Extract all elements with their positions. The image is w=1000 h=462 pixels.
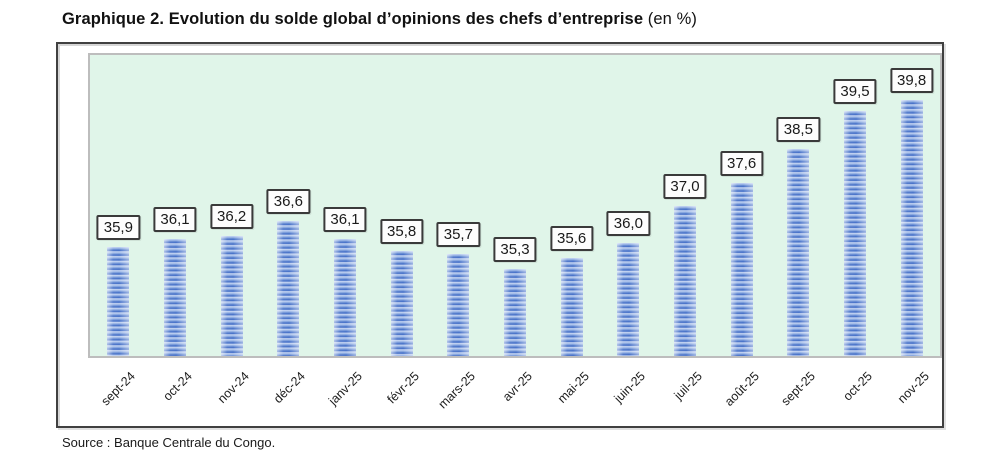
bar-slot: 36,1 xyxy=(147,55,203,356)
bar-slot: 36,0 xyxy=(600,55,656,356)
bar-slot: 36,1 xyxy=(317,55,373,356)
bar-slot: 37,0 xyxy=(657,55,713,356)
bar-oct-25 xyxy=(844,111,866,356)
bar-févr-25 xyxy=(390,250,413,356)
bar-oct-24 xyxy=(164,239,186,356)
x-axis-label: juin-25 xyxy=(611,369,649,406)
bar-nov-24 xyxy=(220,235,243,356)
chart-title: Graphique 2. Evolution du solde global d… xyxy=(62,10,697,29)
x-axis-label: janv-25 xyxy=(326,369,365,408)
bar-slot: 37,6 xyxy=(714,55,770,356)
bar-slot: 38,5 xyxy=(770,55,826,356)
x-axis-label: mai-25 xyxy=(554,369,592,406)
bar-slot: 35,7 xyxy=(430,55,486,356)
x-axis-label: févr-25 xyxy=(384,369,422,407)
bar-mai-25 xyxy=(560,258,583,356)
bar-slot: 39,8 xyxy=(884,55,940,356)
bar-value-label: 35,9 xyxy=(96,214,140,240)
x-axis-label: avr-25 xyxy=(499,369,535,404)
bar-mars-25 xyxy=(447,254,470,356)
bar-avr-25 xyxy=(504,269,526,356)
bar-juin-25 xyxy=(617,243,640,356)
bar-value-label: 35,7 xyxy=(436,222,480,248)
bar-déc-24 xyxy=(277,220,300,356)
x-axis-label: déc-24 xyxy=(271,369,309,406)
bar-value-label: 35,6 xyxy=(550,226,594,252)
x-axis-label: oct-24 xyxy=(160,369,195,404)
bar-sept-25 xyxy=(787,149,810,356)
x-axis-label: nov-25 xyxy=(894,369,932,406)
bar-slot: 35,6 xyxy=(544,55,600,356)
bar-sept-24 xyxy=(107,246,130,356)
plot-area: 35,9 36,1 36,2 36,6 36,1 35,8 35,7 35,3 35,6 36,0… xyxy=(88,53,942,358)
bar-slot: 35,9 xyxy=(90,55,146,356)
bar-slot: 35,8 xyxy=(374,55,430,356)
bar-juil-25 xyxy=(674,205,696,356)
x-axis-label: juil-25 xyxy=(671,369,705,403)
x-axis-label: sept-25 xyxy=(778,369,819,409)
bar-slot: 36,2 xyxy=(204,55,260,356)
bar-value-label: 37,0 xyxy=(663,173,707,199)
bar-slot: 36,6 xyxy=(260,55,316,356)
x-axis-label: nov-24 xyxy=(214,369,252,406)
bar-value-label: 36,1 xyxy=(153,207,197,233)
chart-title-suffix: (en %) xyxy=(643,10,697,28)
bar-value-label: 39,8 xyxy=(890,68,934,94)
bar-value-label: 36,1 xyxy=(323,207,367,233)
x-axis-label: mars-25 xyxy=(435,369,479,412)
bar-value-label: 35,3 xyxy=(493,237,537,263)
bar-value-label: 35,8 xyxy=(380,218,424,244)
x-axis: sept-24 oct-24 nov-24 déc-24 janv-25 févr-25 m… xyxy=(90,360,940,424)
bar-slot: 35,3 xyxy=(487,55,543,356)
chart-frame: 35,9 36,1 36,2 36,6 36,1 35,8 35,7 35,3 35,6 36,0… xyxy=(56,42,944,428)
x-axis-label: août-25 xyxy=(721,369,762,409)
x-axis-label: sept-24 xyxy=(98,369,139,409)
bar-value-label: 38,5 xyxy=(776,117,820,143)
x-axis-label: oct-25 xyxy=(840,369,875,404)
bar-value-label: 36,0 xyxy=(606,211,650,237)
bar-value-label: 36,6 xyxy=(266,188,310,214)
bar-janv-25 xyxy=(334,239,356,356)
source-note: Source : Banque Centrale du Congo. xyxy=(62,435,276,450)
bar-value-label: 37,6 xyxy=(720,150,764,176)
chart-title-main: Graphique 2. Evolution du solde global d… xyxy=(62,10,644,28)
bar-value-label: 39,5 xyxy=(833,79,877,105)
bar-slot: 39,5 xyxy=(827,55,883,356)
bar-value-label: 36,2 xyxy=(210,203,254,229)
bar-août-25 xyxy=(730,182,753,356)
bar-nov-25 xyxy=(900,100,923,356)
